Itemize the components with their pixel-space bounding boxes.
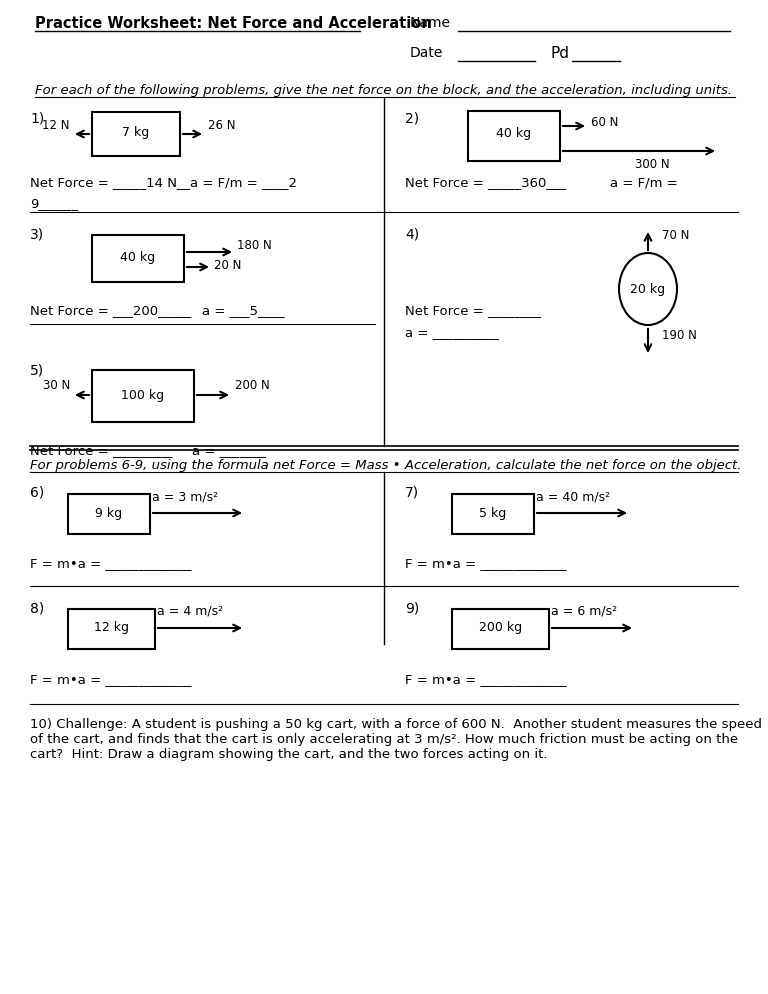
- Text: a = ___5____: a = ___5____: [202, 304, 284, 317]
- Bar: [92, 370, 194, 422]
- Text: a = __________: a = __________: [405, 326, 499, 339]
- Text: F = m•a = _____________: F = m•a = _____________: [30, 557, 191, 570]
- Text: 3): 3): [30, 227, 44, 241]
- Text: a = 40 m/s²: a = 40 m/s²: [536, 490, 610, 503]
- Text: Pd: Pd: [550, 46, 569, 61]
- Bar: [68, 609, 155, 649]
- Text: F = m•a = _____________: F = m•a = _____________: [30, 673, 191, 686]
- Text: 9 kg: 9 kg: [95, 507, 123, 520]
- Text: Net Force = _____360___: Net Force = _____360___: [405, 176, 566, 189]
- Text: a = _______: a = _______: [192, 444, 266, 457]
- Text: 8): 8): [30, 601, 45, 615]
- Text: 2): 2): [405, 112, 419, 126]
- Ellipse shape: [619, 253, 677, 325]
- Text: Name: Name: [410, 16, 451, 30]
- Text: a = F/m = ____2: a = F/m = ____2: [190, 176, 297, 189]
- Text: 190 N: 190 N: [662, 329, 697, 342]
- Text: Net Force = ________: Net Force = ________: [405, 304, 541, 317]
- Text: a = 3 m/s²: a = 3 m/s²: [152, 490, 218, 503]
- Text: Net Force = _____14 N__: Net Force = _____14 N__: [30, 176, 190, 189]
- Text: F = m•a = _____________: F = m•a = _____________: [405, 557, 567, 570]
- Bar: [68, 494, 150, 534]
- Text: 40 kg: 40 kg: [496, 127, 531, 140]
- Text: F = m•a = _____________: F = m•a = _____________: [405, 673, 567, 686]
- Text: 30 N: 30 N: [43, 379, 70, 392]
- Text: 20 N: 20 N: [214, 259, 241, 272]
- Text: 200 N: 200 N: [235, 379, 270, 392]
- Text: Net Force = ___200_____: Net Force = ___200_____: [30, 304, 191, 317]
- Text: 9______: 9______: [30, 197, 78, 210]
- Text: 5 kg: 5 kg: [479, 507, 507, 520]
- Text: a = 6 m/s²: a = 6 m/s²: [551, 605, 617, 618]
- Bar: [468, 111, 560, 161]
- Bar: [452, 494, 534, 534]
- Text: 70 N: 70 N: [662, 229, 690, 242]
- Text: 7 kg: 7 kg: [122, 125, 150, 138]
- Text: 4): 4): [405, 227, 419, 241]
- Text: 300 N: 300 N: [635, 158, 670, 171]
- Text: 12 N: 12 N: [42, 119, 70, 132]
- Text: Net Force = _________: Net Force = _________: [30, 444, 173, 457]
- Text: Practice Worksheet: Net Force and Acceleration: Practice Worksheet: Net Force and Accele…: [35, 16, 432, 31]
- Text: 26 N: 26 N: [208, 119, 236, 132]
- Text: For problems 6-9, using the formula net Force = Mass • Acceleration, calculate t: For problems 6-9, using the formula net …: [30, 459, 741, 472]
- Text: 5): 5): [30, 364, 44, 378]
- Text: 7): 7): [405, 486, 419, 500]
- Text: 12 kg: 12 kg: [94, 621, 129, 634]
- Text: 6): 6): [30, 486, 45, 500]
- Text: 200 kg: 200 kg: [479, 621, 522, 634]
- Bar: [452, 609, 549, 649]
- Text: 40 kg: 40 kg: [121, 250, 156, 263]
- Text: 180 N: 180 N: [237, 239, 272, 252]
- Text: 10) Challenge: A student is pushing a 50 kg cart, with a force of 600 N.  Anothe: 10) Challenge: A student is pushing a 50…: [30, 718, 762, 761]
- Text: 9): 9): [405, 601, 419, 615]
- Text: Date: Date: [410, 46, 443, 60]
- Text: 20 kg: 20 kg: [631, 282, 666, 295]
- Text: a = 4 m/s²: a = 4 m/s²: [157, 605, 223, 618]
- Text: For each of the following problems, give the net force on the block, and the acc: For each of the following problems, give…: [35, 84, 732, 97]
- Text: 100 kg: 100 kg: [121, 389, 164, 402]
- Text: 1): 1): [30, 112, 45, 126]
- Text: a = F/m =: a = F/m =: [610, 176, 677, 189]
- Text: 60 N: 60 N: [591, 116, 618, 129]
- Bar: [92, 235, 184, 282]
- Bar: [92, 112, 180, 156]
